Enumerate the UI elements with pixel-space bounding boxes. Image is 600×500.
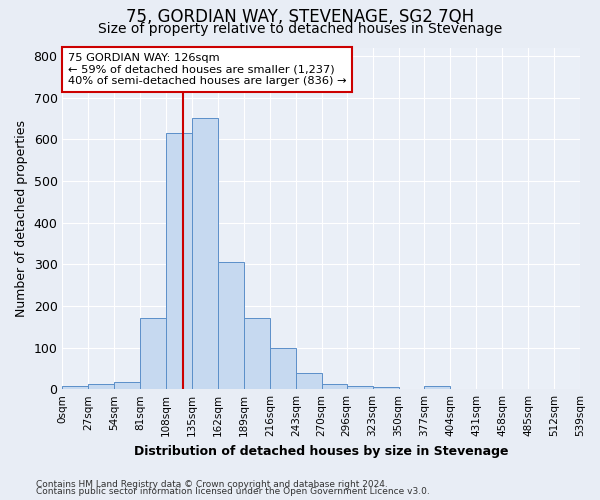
- Bar: [270, 348, 296, 389]
- Bar: [88, 384, 114, 389]
- Bar: [166, 133, 192, 389]
- Y-axis label: Number of detached properties: Number of detached properties: [15, 120, 28, 317]
- Bar: [424, 386, 451, 389]
- Bar: [218, 262, 244, 389]
- Text: 75 GORDIAN WAY: 126sqm
← 59% of detached houses are smaller (1,237)
40% of semi-: 75 GORDIAN WAY: 126sqm ← 59% of detached…: [68, 52, 346, 86]
- Text: 75, GORDIAN WAY, STEVENAGE, SG2 7QH: 75, GORDIAN WAY, STEVENAGE, SG2 7QH: [126, 8, 474, 26]
- Bar: [373, 387, 398, 389]
- Text: Contains HM Land Registry data © Crown copyright and database right 2024.: Contains HM Land Registry data © Crown c…: [36, 480, 388, 489]
- Bar: [114, 382, 140, 389]
- X-axis label: Distribution of detached houses by size in Stevenage: Distribution of detached houses by size …: [134, 444, 508, 458]
- Bar: [347, 386, 373, 389]
- Text: Size of property relative to detached houses in Stevenage: Size of property relative to detached ho…: [98, 22, 502, 36]
- Bar: [62, 386, 88, 389]
- Bar: [192, 118, 218, 389]
- Bar: [296, 372, 322, 389]
- Text: Contains public sector information licensed under the Open Government Licence v3: Contains public sector information licen…: [36, 487, 430, 496]
- Bar: [140, 318, 166, 389]
- Bar: [322, 384, 347, 389]
- Bar: [244, 318, 270, 389]
